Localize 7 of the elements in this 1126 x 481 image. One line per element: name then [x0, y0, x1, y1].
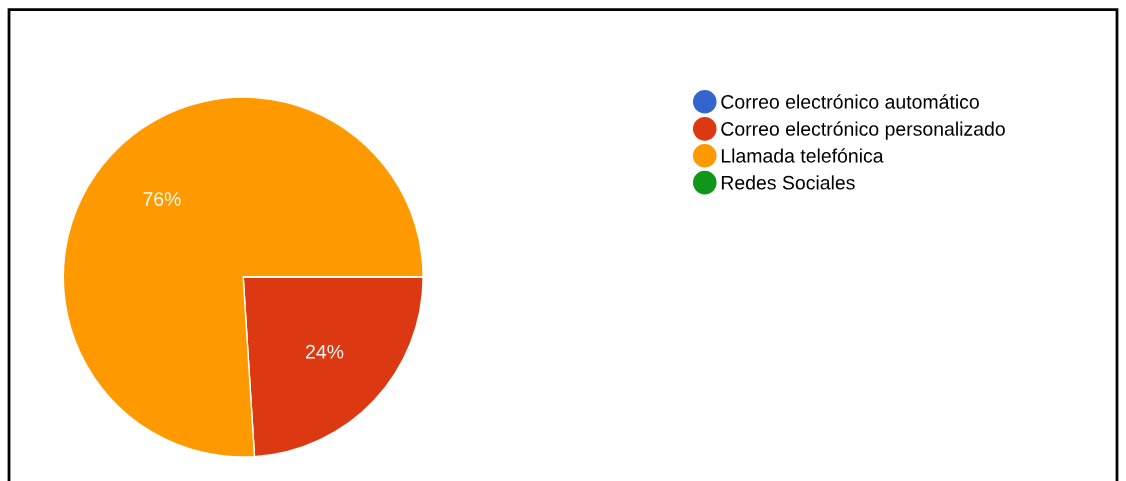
legend-label: Redes Sociales — [721, 175, 855, 190]
pie-slice — [62, 96, 424, 458]
legend-label: Llamada telefónica — [721, 148, 884, 163]
data-label: 24% — [306, 344, 344, 359]
legend-label: Correo electrónico automático — [721, 94, 979, 109]
data-label: 76% — [143, 192, 181, 206]
legend-label: Correo electrónico personalizado — [721, 121, 1005, 140]
